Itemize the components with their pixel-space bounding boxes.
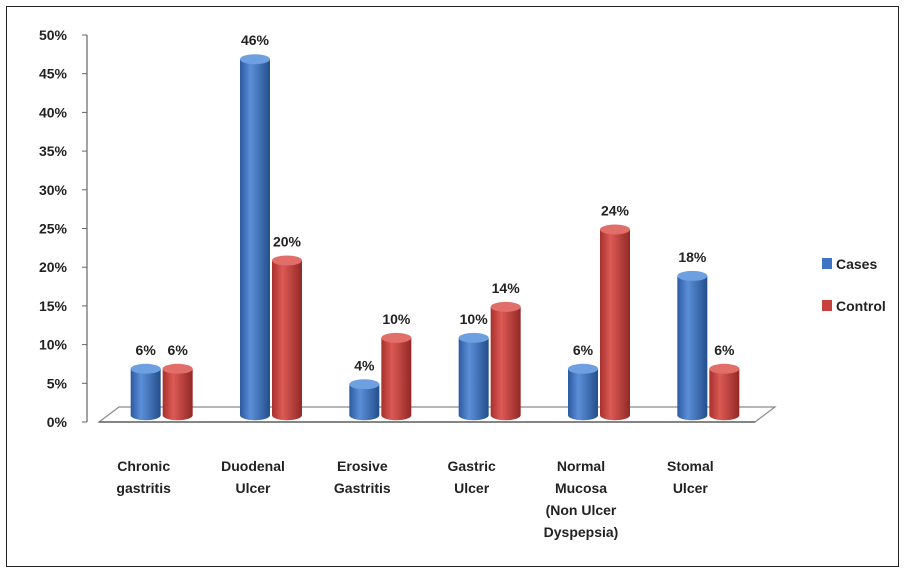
bar-body (272, 260, 302, 421)
chart-floor (97, 406, 777, 423)
category-label-line: Ulcer (673, 480, 709, 496)
bar-body (709, 368, 740, 421)
data-label-control-4: 24% (601, 202, 630, 218)
bar-top (677, 270, 708, 281)
category-label-5: Stomal Ulcer (667, 458, 714, 496)
bar-top (709, 363, 740, 374)
category-label-3: Gastric Ulcer (448, 458, 496, 496)
y-tick-label: 45% (39, 66, 68, 82)
category-label-0: Chronic gastritis (116, 458, 171, 496)
category-label-2: Erosive Gastritis (334, 458, 391, 496)
category-label-line: Erosive (337, 458, 388, 474)
y-tick-label: 20% (39, 259, 68, 275)
data-label-control-1: 20% (273, 233, 302, 249)
data-label-control-2: 10% (382, 311, 411, 327)
y-axis: 0% 5% 10% 15% 20% 25% 30% 35% 40% 45% 50% (39, 27, 88, 430)
data-label-cases-3: 10% (460, 311, 489, 327)
bar-top (240, 54, 270, 65)
category-label-1: Duodenal Ulcer (221, 458, 285, 496)
bar-top (272, 255, 302, 266)
category-label-line: Stomal (667, 458, 714, 474)
bar-body (381, 337, 412, 421)
data-labels-layer: 6%46%4%10%6%18%6%20%10%14%24%6% (136, 32, 735, 373)
data-label-cases-4: 6% (573, 342, 594, 358)
bar-body (677, 275, 708, 421)
bar-cases-2 (349, 379, 380, 421)
chart-frame: 0% 5% 10% 15% 20% 25% 30% 35% 40% 45% 50% 6% 46% 4% 1… (6, 6, 899, 567)
bar-control-1 (272, 255, 302, 421)
bar-body (130, 368, 161, 421)
data-label-cases-2: 4% (354, 357, 375, 373)
data-label-cases-1: 46% (241, 32, 270, 48)
bar-top (600, 224, 630, 235)
bar-body (458, 337, 489, 421)
category-label-line: Ulcer (454, 480, 490, 496)
category-label-line: gastritis (116, 480, 171, 496)
category-label-line: Duodenal (221, 458, 285, 474)
bar-body (349, 384, 380, 421)
category-label-line: (Non Ulcer (546, 502, 617, 518)
bar-body (240, 59, 270, 421)
bar-control-2 (381, 332, 412, 421)
bar-cases-5 (677, 270, 708, 421)
data-label-control-5: 6% (714, 342, 735, 358)
legend-swatch-control (822, 300, 832, 311)
category-label-line: Gastric (448, 458, 496, 474)
y-tick-label: 0% (47, 414, 68, 430)
bar-cases-0 (130, 363, 161, 421)
y-tick-label: 15% (39, 298, 68, 314)
y-tick-label: 50% (39, 27, 68, 43)
bar-top (349, 379, 380, 390)
legend-label-control: Control (836, 298, 886, 314)
category-label-line: Chronic (117, 458, 170, 474)
y-tick-label: 5% (47, 375, 68, 391)
bar-control-0 (162, 363, 193, 421)
legend-swatch-cases (822, 258, 832, 269)
category-label-line: Mucosa (555, 480, 607, 496)
y-tick-label: 40% (39, 104, 68, 120)
x-axis-categories: Chronic gastritis Duodenal Ulcer Erosive Gast… (116, 458, 713, 540)
category-label-4: Normal Mucosa (Non Ulcer Dyspepsia) (544, 458, 619, 540)
y-tick-label: 10% (39, 337, 68, 353)
category-label-line: Ulcer (235, 480, 271, 496)
bar-control-3 (490, 301, 521, 421)
y-tick-label: 25% (39, 221, 68, 237)
bar-cases-1 (240, 54, 270, 421)
bars-layer (130, 54, 740, 421)
data-label-cases-0: 6% (136, 342, 157, 358)
bar-top (130, 363, 161, 374)
bar-body (568, 368, 598, 421)
category-label-line: Dyspepsia) (544, 524, 619, 540)
legend: Cases Control (822, 256, 886, 314)
bar-body (162, 368, 193, 421)
bar-cases-4 (568, 363, 598, 421)
y-tick-label: 35% (39, 143, 68, 159)
floor-plane (97, 406, 777, 423)
bar-top (490, 301, 521, 312)
bar-top (568, 363, 598, 374)
bar-top (381, 332, 412, 343)
y-tick-label: 30% (39, 182, 68, 198)
data-label-control-0: 6% (168, 342, 189, 358)
category-label-line: Gastritis (334, 480, 391, 496)
bar-control-4 (600, 224, 630, 421)
bar-body (600, 229, 630, 421)
data-label-cases-5: 18% (678, 249, 707, 265)
bar-chart: 0% 5% 10% 15% 20% 25% 30% 35% 40% 45% 50% 6% 46% 4% 1… (39, 27, 886, 540)
bar-top (162, 363, 193, 374)
bar-control-5 (709, 363, 740, 421)
bar-top (458, 332, 489, 343)
bar-cases-3 (458, 332, 489, 421)
category-label-line: Normal (557, 458, 605, 474)
data-label-control-3: 14% (492, 280, 521, 296)
legend-label-cases: Cases (836, 256, 877, 272)
bar-body (490, 306, 521, 421)
